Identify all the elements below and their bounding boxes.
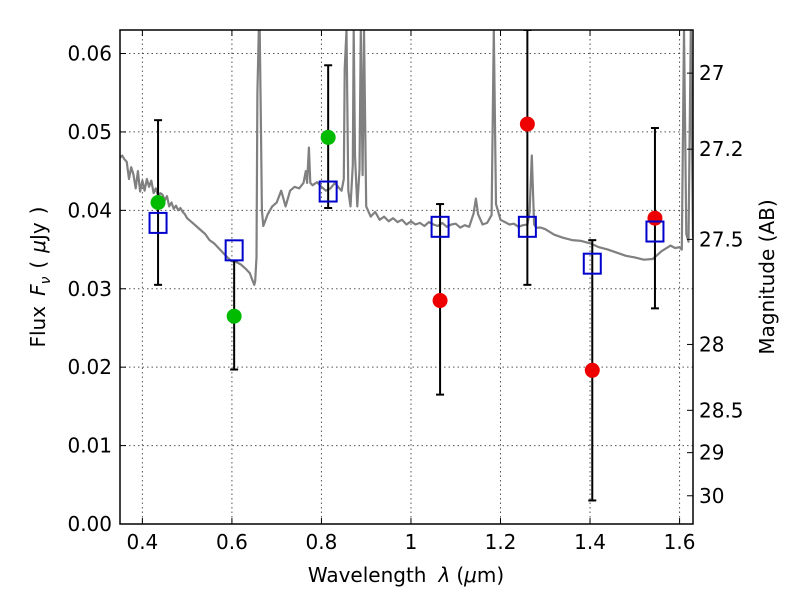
red-point [432, 293, 448, 309]
y2-axis-label: Magnitude (AB) [755, 199, 779, 354]
y-tick-label: 0.06 [67, 42, 112, 66]
red-point [647, 210, 663, 226]
y-tick-label: 0.02 [67, 355, 112, 379]
y2-tick-label: 27.2 [699, 137, 744, 161]
model-box [645, 220, 665, 243]
plot-background [120, 30, 693, 524]
y2-tick-label: 29 [699, 441, 724, 465]
green-point [320, 129, 336, 145]
y-tick-label: 0.04 [67, 198, 112, 222]
y-axis-label: FluxFν(μJy) [26, 206, 54, 347]
model-box [517, 215, 537, 238]
red-point [519, 116, 535, 132]
plot-frame [119, 29, 694, 525]
x-tick-label: 0.8 [306, 530, 338, 554]
x-axis-label: Wavelength λ (μm) [308, 563, 504, 587]
green-point [150, 195, 166, 211]
y-tick-label: 0.05 [67, 120, 112, 144]
y2-tick-label: 27 [699, 61, 724, 85]
model-points [148, 180, 665, 275]
x-tick-label: 1.4 [574, 530, 606, 554]
y2-tick-label: 30 [699, 484, 724, 508]
y-tick-label: 0.03 [67, 277, 112, 301]
axis-ticks: 0.4 0.6 0.8 1 1.2 1.4 1.6 0.00 0.01 0.02 0.03 0.04 0… [67, 30, 744, 554]
x-tick-label: 0.4 [126, 530, 158, 554]
y-tick-label: 0.01 [67, 434, 112, 458]
data-points [150, 116, 663, 378]
model-box [430, 215, 450, 238]
green-point [226, 308, 242, 324]
spectrum-layer [120, 30, 693, 286]
red-point [584, 362, 600, 378]
x-tick-label: 1.6 [664, 530, 696, 554]
model-box [224, 239, 244, 262]
y2-tick-label: 28 [699, 332, 724, 356]
x-tick-label: 1.2 [485, 530, 517, 554]
model-box [318, 180, 338, 203]
model-box [582, 252, 602, 275]
y-tick-label: 0.00 [67, 512, 112, 536]
model-box [148, 211, 168, 234]
y2-tick-label: 28.5 [699, 398, 744, 422]
spectrum-line [120, 30, 693, 286]
x-tick-label: 0.6 [216, 530, 248, 554]
x-tick-label: 1 [405, 530, 418, 554]
y2-tick-label: 27.5 [699, 227, 744, 251]
